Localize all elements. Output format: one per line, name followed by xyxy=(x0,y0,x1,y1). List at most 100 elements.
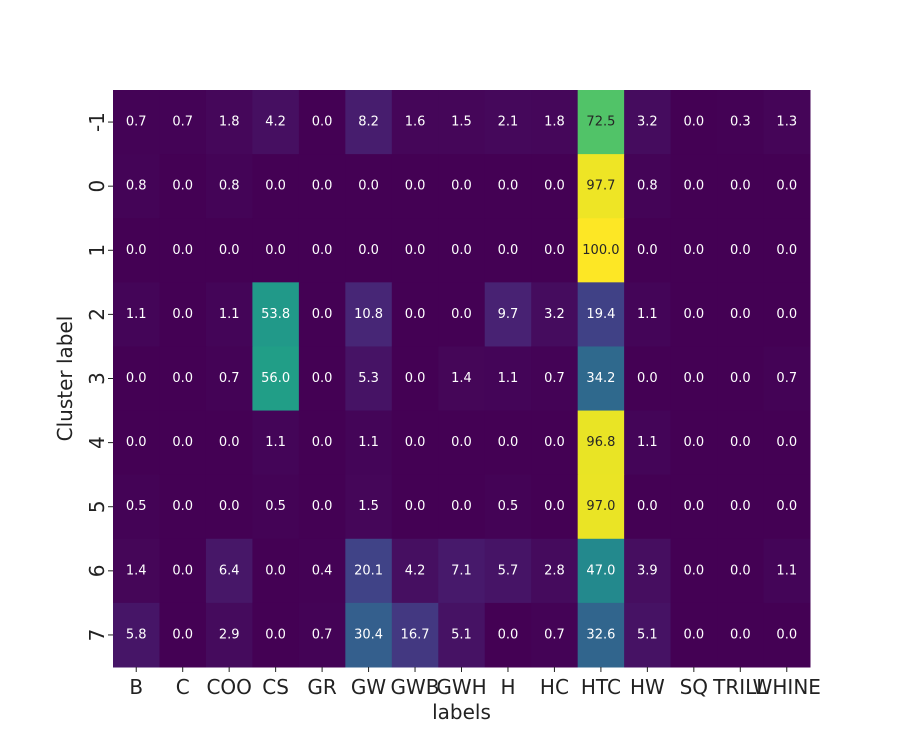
heatmap-cell-value-5-TRILL: 0.0 xyxy=(730,499,751,514)
heatmap-cell-2-TRILL xyxy=(717,282,765,347)
heatmap-cell-7-GW xyxy=(345,602,393,668)
heatmap-cell-4-SQ xyxy=(670,410,718,476)
heatmap-cell-value--1-GWH: 1.5 xyxy=(451,115,472,130)
heatmap-cell-3-GR xyxy=(298,346,346,412)
heatmap-cell-1-HW xyxy=(624,218,672,283)
heatmap-cell-value-4-CS: 1.1 xyxy=(265,435,286,450)
x-tick-label-B: B xyxy=(129,675,143,699)
x-tick-label-GWH: GWH xyxy=(436,675,486,699)
heatmap-cell-value-2-C: 0.0 xyxy=(172,307,193,322)
heatmap-cell--1-GR xyxy=(298,90,346,155)
heatmap-cell-5-HW xyxy=(624,474,672,540)
heatmap-cell-value-2-GWH: 0.0 xyxy=(451,307,472,322)
heatmap-cell-value-6-C: 0.0 xyxy=(172,563,193,578)
heatmap-cell-value-1-C: 0.0 xyxy=(172,243,193,258)
x-tick-label-HW: HW xyxy=(630,675,665,699)
heatmap-cell-3-GWB xyxy=(391,346,439,412)
heatmap-cell--1-HTC xyxy=(577,90,625,155)
heatmap-cell-2-C xyxy=(159,282,207,347)
heatmap-cell-value-1-B: 0.0 xyxy=(126,243,147,258)
heatmap-cell-0-C xyxy=(159,154,207,219)
heatmap-cell-value-5-SQ: 0.0 xyxy=(683,499,704,514)
heatmap-cell-value-1-H: 0.0 xyxy=(498,243,519,258)
x-tick-label-CS: CS xyxy=(262,675,289,699)
heatmap-cell-value-5-C: 0.0 xyxy=(172,499,193,514)
x-tick-label-GW: GW xyxy=(351,675,386,699)
heatmap-cell--1-GWH xyxy=(438,90,486,155)
heatmap-cell-value-3-CS: 56.0 xyxy=(261,371,290,386)
heatmap-cell-7-CS xyxy=(252,602,300,668)
heatmap-cell-0-TRILL xyxy=(717,154,765,219)
heatmap-cell-value-2-GWB: 0.0 xyxy=(405,307,426,322)
heatmap-cell-value-2-HC: 3.2 xyxy=(544,307,565,322)
heatmap-cell-4-TRILL xyxy=(717,410,765,476)
heatmap-cell-1-C xyxy=(159,218,207,283)
heatmap-cell-value-6-GWH: 7.1 xyxy=(451,563,472,578)
y-tick-label-6: 6 xyxy=(85,564,109,577)
heatmap-cell-value-6-GR: 0.4 xyxy=(312,563,333,578)
x-tick-label-TRILL: TRILL xyxy=(712,675,768,699)
heatmap-cell-value-1-GWB: 0.0 xyxy=(405,243,426,258)
heatmap-cell-6-H xyxy=(484,538,532,604)
heatmap-cell-value-1-HW: 0.0 xyxy=(637,243,658,258)
heatmap-cell-value-2-GW: 10.8 xyxy=(354,307,383,322)
heatmap-cell-value-2-SQ: 0.0 xyxy=(683,307,704,322)
heatmap-cell-5-GWH xyxy=(438,474,486,540)
heatmap-cells xyxy=(113,90,811,668)
heatmap-cell-value-5-CS: 0.5 xyxy=(265,499,286,514)
heatmap-cell-value-5-B: 0.5 xyxy=(126,499,147,514)
heatmap-cell-value-6-WHINE: 1.1 xyxy=(776,563,797,578)
heatmap-cell-3-TRILL xyxy=(717,346,765,412)
heatmap-cell-6-HC xyxy=(531,538,579,604)
heatmap-cell-7-WHINE xyxy=(763,602,811,668)
heatmap-cell-value--1-SQ: 0.0 xyxy=(683,115,704,130)
heatmap-cell-value-3-GWB: 0.0 xyxy=(405,371,426,386)
heatmap-cell-4-WHINE xyxy=(763,410,811,476)
heatmap-cell-5-COO xyxy=(205,474,253,540)
heatmap-cell-1-WHINE xyxy=(763,218,811,283)
heatmap-cell-value-0-H: 0.0 xyxy=(498,179,519,194)
x-tick-label-GWB: GWB xyxy=(391,675,440,699)
heatmap-cell-value-4-HC: 0.0 xyxy=(544,435,565,450)
heatmap-cell-value-7-C: 0.0 xyxy=(172,627,193,642)
heatmap-cell-7-H xyxy=(484,602,532,668)
heatmap-cell-value-0-WHINE: 0.0 xyxy=(776,179,797,194)
heatmap-cell-7-COO xyxy=(205,602,253,668)
heatmap-cell-3-HC xyxy=(531,346,579,412)
heatmap-cell-3-CS xyxy=(252,346,300,412)
heatmap-cell-6-GW xyxy=(345,538,393,604)
heatmap-cell-value-6-GWB: 4.2 xyxy=(405,563,426,578)
x-tick-label-H: H xyxy=(500,675,515,699)
heatmap-cell--1-B xyxy=(113,90,160,155)
heatmap-cell-value-6-HC: 2.8 xyxy=(544,563,565,578)
x-tick-label-COO: COO xyxy=(206,675,251,699)
heatmap-cell-value-4-GW: 1.1 xyxy=(358,435,379,450)
heatmap-cell-value--1-GWB: 1.6 xyxy=(405,115,426,130)
heatmap-cell-value-4-WHINE: 0.0 xyxy=(776,435,797,450)
heatmap-cell-value-7-SQ: 0.0 xyxy=(683,627,704,642)
heatmap-cell-value-0-GW: 0.0 xyxy=(358,179,379,194)
heatmap-cell-value-4-GR: 0.0 xyxy=(312,435,333,450)
heatmap-cell-value-0-GWB: 0.0 xyxy=(405,179,426,194)
y-tick-label-0: 0 xyxy=(85,180,109,193)
heatmap-cell--1-GWB xyxy=(391,90,439,155)
heatmap-cell-1-H xyxy=(484,218,532,283)
heatmap-cell-5-HC xyxy=(531,474,579,540)
heatmap-cell-value-5-GWB: 0.0 xyxy=(405,499,426,514)
heatmap-cell-value-2-GR: 0.0 xyxy=(312,307,333,322)
heatmap-cell-value-7-CS: 0.0 xyxy=(265,627,286,642)
heatmap-cell-4-C xyxy=(159,410,207,476)
heatmap-cell-value-4-SQ: 0.0 xyxy=(683,435,704,450)
heatmap-cell-value-4-HTC: 96.8 xyxy=(586,435,615,450)
heatmap-cell-0-GWH xyxy=(438,154,486,219)
heatmap-cell-value-4-GWH: 0.0 xyxy=(451,435,472,450)
heatmap-cell-value-0-GR: 0.0 xyxy=(312,179,333,194)
heatmap-cell-value--1-GR: 0.0 xyxy=(312,115,333,130)
heatmap-cell-3-SQ xyxy=(670,346,718,412)
heatmap-cell-0-HTC xyxy=(577,154,625,219)
heatmap-cell-value-6-B: 1.4 xyxy=(126,563,147,578)
heatmap-cell-value-1-GWH: 0.0 xyxy=(451,243,472,258)
heatmap-cell-value-2-WHINE: 0.0 xyxy=(776,307,797,322)
heatmap-cell-value-4-GWB: 0.0 xyxy=(405,435,426,450)
